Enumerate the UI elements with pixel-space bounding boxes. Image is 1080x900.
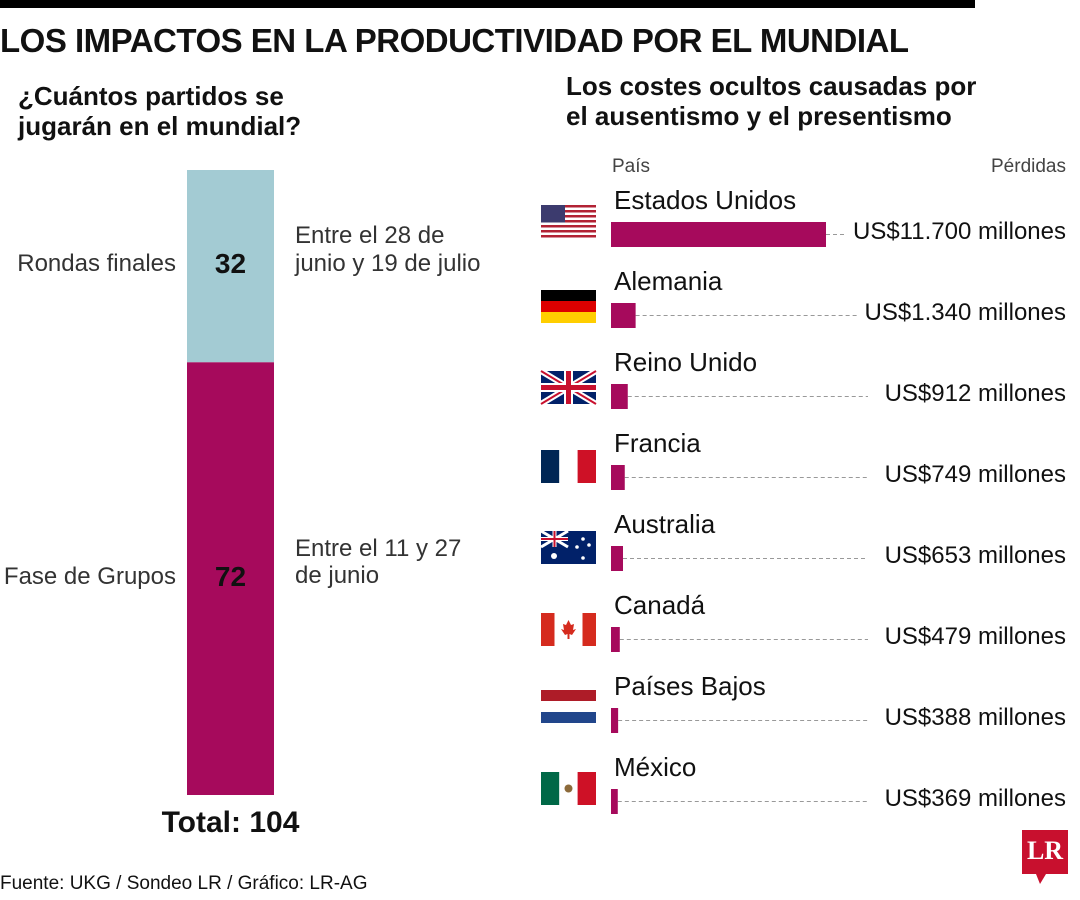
bar — [611, 789, 618, 814]
logo: LR — [1026, 836, 1064, 865]
value-label: 72 — [214, 560, 247, 592]
logo-tail — [1036, 874, 1046, 884]
value-label: US$479 millones — [878, 623, 1066, 651]
chart-title: ¿Cuántos partidos se jugarán en el mundi… — [18, 81, 302, 141]
total-label: Total: — [161, 806, 242, 839]
bar — [611, 708, 619, 733]
country-label: Países Bajos — [614, 671, 766, 701]
top-rule — [0, 0, 975, 8]
flag-de — [541, 290, 596, 323]
bar — [611, 222, 826, 247]
value-label: US$388 millones — [878, 704, 1066, 732]
country-label: Canadá — [614, 590, 706, 620]
country-label: Australia — [614, 509, 716, 539]
logo-box — [1022, 830, 1068, 874]
country-label: México — [614, 752, 697, 782]
country-label: Francia — [614, 428, 701, 458]
source: Fuente: UKG / Sondeo LR / Gráfico: LR-AG — [0, 873, 368, 894]
column-header: País — [612, 156, 651, 177]
flag-ca — [541, 613, 596, 646]
value-label: US$369 millones — [878, 785, 1066, 813]
total: Total: 104 — [147, 806, 314, 841]
country-label: Estados Unidos — [614, 185, 797, 215]
flag-fr — [541, 450, 596, 483]
total-value: 104 — [249, 806, 300, 839]
value-label: US$749 millones — [878, 461, 1066, 489]
bar-segment — [187, 170, 274, 363]
value-label: US$912 millones — [878, 380, 1066, 408]
category-label: Fase de Grupos — [3, 562, 176, 590]
country-label: Reino Unido — [614, 347, 758, 377]
flag-nl — [541, 690, 596, 723]
category-label: Rondas finales — [17, 250, 176, 278]
value-label: US$1.340 millones — [858, 299, 1066, 327]
flag-au — [540, 529, 596, 564]
description: Entre el 28 de junio y 19 de julio — [295, 222, 481, 277]
description: Entre el 11 y 27 de junio — [295, 534, 462, 590]
flag-mx — [541, 772, 596, 805]
flag-us — [541, 205, 596, 238]
bar — [611, 384, 628, 409]
bar — [611, 303, 636, 328]
country-label: Alemania — [614, 266, 723, 296]
value-label: US$653 millones — [878, 542, 1066, 570]
chart-title: Los costes ocultos causadas por el ausen… — [566, 71, 977, 131]
bar — [611, 627, 620, 652]
page-title: LOS IMPACTOS EN LA PRODUCTIVIDAD POR EL … — [0, 22, 909, 59]
value-label: 32 — [214, 248, 247, 280]
column-header: Pérdidas — [991, 156, 1066, 177]
bar-segment — [187, 362, 274, 795]
bar — [611, 546, 623, 571]
bar — [611, 465, 625, 490]
flag-uk — [539, 368, 598, 407]
value-label: US$11.700 millones — [846, 218, 1066, 246]
